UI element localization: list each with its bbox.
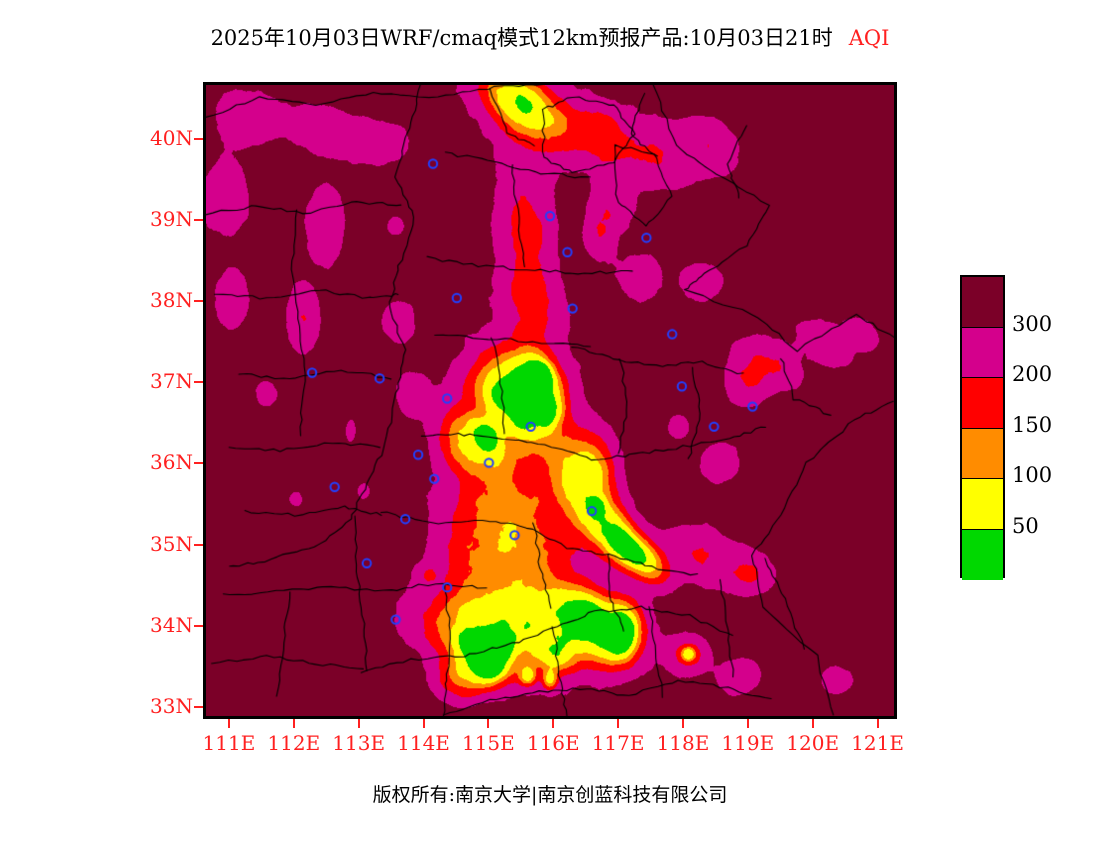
colorbar-band <box>962 277 1003 328</box>
title-variable-label: AQI <box>848 26 890 50</box>
colorbar-band <box>962 378 1003 429</box>
lon-tick-mark <box>552 719 555 728</box>
lon-tick-label: 118E <box>656 731 710 755</box>
copyright-footer: 版权所有:南京大学|南京创蓝科技有限公司 <box>372 784 728 806</box>
lon-tick-mark <box>227 719 230 728</box>
lon-tick-mark <box>357 719 360 728</box>
lon-tick-mark <box>876 719 879 728</box>
lat-tick-mark <box>194 300 203 303</box>
title-main-text: 2025年10月03日WRF/cmaq模式12km预报产品:10月03日21时 <box>210 26 833 50</box>
lon-tick-label: 119E <box>721 731 775 755</box>
lon-tick-mark <box>811 719 814 728</box>
lon-tick-label: 114E <box>397 731 450 755</box>
lon-tick-label: 111E <box>202 731 256 755</box>
aqi-forecast-map[interactable] <box>203 82 897 719</box>
lon-tick-label: 117E <box>591 731 645 755</box>
lon-tick-label: 116E <box>526 731 580 755</box>
lon-tick-label: 115E <box>461 731 515 755</box>
lat-tick-mark <box>194 137 203 140</box>
colorbar-band <box>962 428 1003 479</box>
lat-tick-label: 33N <box>150 693 193 718</box>
colorbar-band <box>962 479 1003 530</box>
lat-tick-mark <box>194 705 203 708</box>
lat-tick-mark <box>194 624 203 627</box>
lat-tick-mark <box>194 462 203 465</box>
colorbar-tick-label: 300 <box>1012 311 1053 336</box>
lat-tick-label: 36N <box>150 450 193 475</box>
lon-tick-label: 112E <box>267 731 321 755</box>
aqi-colorbar <box>960 275 1005 580</box>
lat-tick-label: 39N <box>150 206 193 231</box>
lon-tick-mark <box>292 719 295 728</box>
lat-tick-label: 37N <box>150 369 193 394</box>
lat-tick-mark <box>194 381 203 384</box>
lat-tick-label: 38N <box>150 288 193 313</box>
colorbar-tick-label: 50 <box>1012 513 1039 538</box>
colorbar-tick-label: 200 <box>1012 362 1053 386</box>
lon-tick-mark <box>746 719 749 728</box>
aqi-contour-canvas <box>206 85 894 716</box>
page-title: 2025年10月03日WRF/cmaq模式12km预报产品:10月03日21时 A… <box>0 22 1100 52</box>
colorbar-tick-label: 100 <box>1012 463 1053 487</box>
lat-tick-mark <box>194 543 203 546</box>
lon-tick-label: 120E <box>786 731 840 755</box>
lat-tick-label: 34N <box>150 612 193 637</box>
lat-tick-label: 35N <box>150 531 193 556</box>
lon-tick-label: 121E <box>851 731 904 755</box>
lon-tick-mark <box>422 719 425 728</box>
colorbar-tick-label: 150 <box>1012 412 1053 437</box>
lat-tick-label: 40N <box>150 125 193 150</box>
lon-tick-mark <box>487 719 490 728</box>
colorbar-band <box>962 529 1003 580</box>
lon-tick-mark <box>617 719 620 728</box>
lon-tick-mark <box>681 719 684 728</box>
lat-tick-mark <box>194 218 203 221</box>
lon-tick-label: 113E <box>332 731 386 755</box>
colorbar-band <box>962 327 1003 378</box>
